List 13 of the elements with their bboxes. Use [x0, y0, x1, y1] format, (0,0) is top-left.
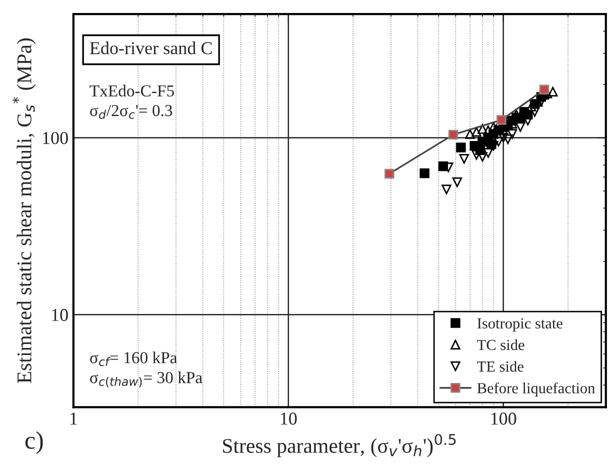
- legend-label: TC side: [477, 339, 524, 350]
- legend-label: Isotropic state: [477, 318, 562, 332]
- annotation: Edo-river sand C: [90, 42, 212, 54]
- text: c): [25, 431, 43, 454]
- y-axis-title: Estimated static shear moduli, G$_{s}$$^{*}$ (MPa): [12, 38, 36, 384]
- legend-label: TE side: [477, 360, 524, 372]
- x-tick-label: 100: [491, 412, 516, 425]
- annotation: σ$_{cf}$= 160 kPa σ$_{c(thaw)}$= 30 kPa: [90, 352, 202, 388]
- legend-label: Before liquefaction: [477, 382, 595, 396]
- x-tick-label: 1: [70, 412, 77, 425]
- x-tick-label: 10: [280, 412, 297, 425]
- x-axis-title: Stress parameter, (σ$_{v}$'σ$_{h}$')$^{0.5}$: [223, 434, 456, 458]
- annotation: TxEdo-C-F5 σ$_{d}$/2σ$_{c}$'= 0.3: [90, 84, 174, 119]
